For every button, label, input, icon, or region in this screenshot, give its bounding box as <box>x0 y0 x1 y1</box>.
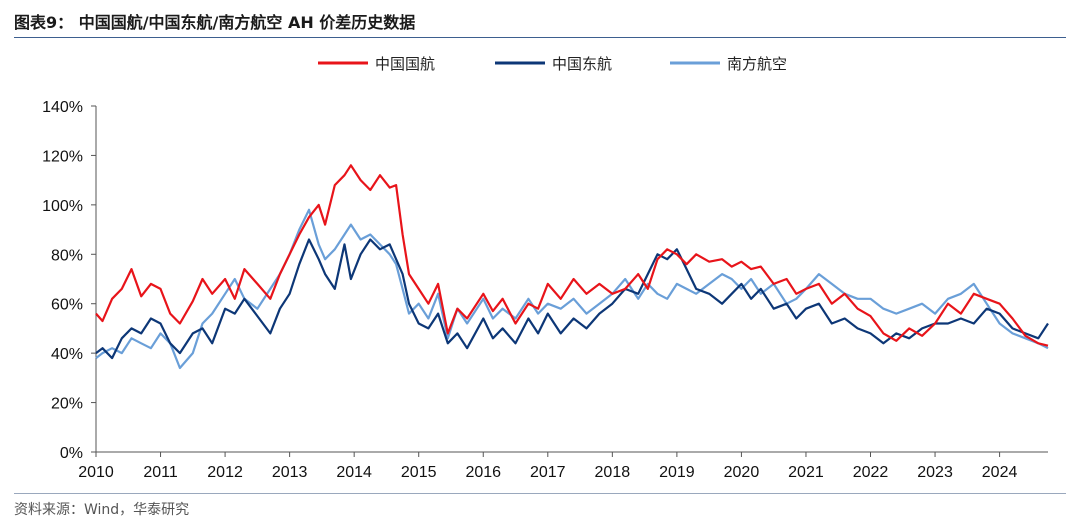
legend-label: 南方航空 <box>727 55 787 73</box>
x-tick-label: 2015 <box>401 464 437 481</box>
x-tick-label: 2024 <box>982 464 1018 481</box>
legend-label: 中国国航 <box>375 55 435 73</box>
x-tick-label: 2016 <box>465 464 501 481</box>
footer-rule <box>14 493 1066 494</box>
y-tick-label: 140% <box>42 99 83 116</box>
y-tick-label: 100% <box>42 198 83 215</box>
x-tick-label: 2023 <box>917 464 953 481</box>
y-tick-label: 60% <box>51 297 83 314</box>
x-tick-label: 2017 <box>530 464 566 481</box>
x-tick-label: 2018 <box>595 464 631 481</box>
series-lines <box>95 164 1049 370</box>
x-axis: 2010 2011 2012 2013 2014 2015 2016 2017 2018 2019… <box>78 451 1048 481</box>
chart-title: 图表9： 中国国航/中国东航/南方航空 AH 价差历史数据 <box>14 13 416 32</box>
y-tick-label: 120% <box>42 148 83 165</box>
y-tick-label: 0% <box>60 445 83 462</box>
x-tick-label: 2019 <box>659 464 695 481</box>
x-tick-label: 2014 <box>336 464 372 481</box>
y-tick-label: 80% <box>51 247 83 264</box>
legend-label: 中国东航 <box>552 55 612 73</box>
x-tick-label: 2012 <box>207 464 243 481</box>
source-note: 资料来源：Wind，华泰研究 <box>14 502 190 518</box>
series-line-1 <box>95 164 1049 347</box>
x-tick-label: 2010 <box>78 464 114 481</box>
x-tick-label: 2013 <box>272 464 308 481</box>
x-tick-label: 2022 <box>853 464 889 481</box>
x-tick-label: 2020 <box>724 464 760 481</box>
y-tick-label: 20% <box>51 396 83 413</box>
x-tick-label: 2011 <box>143 464 178 481</box>
legend: 中国国航 中国东航 南方航空 <box>318 55 787 73</box>
series-line-3 <box>95 208 1049 370</box>
series-line-2 <box>95 238 1049 360</box>
y-tick-label: 40% <box>51 346 83 363</box>
title-rule <box>14 37 1066 38</box>
x-tick-label: 2021 <box>788 464 824 481</box>
y-axis: 0% 20% 40% 60% 80% 100% 120% 140% <box>42 99 97 462</box>
line-chart: 中国国航 中国东航 南方航空 0%20%40%60%80%100%120%140% … <box>42 55 1049 481</box>
